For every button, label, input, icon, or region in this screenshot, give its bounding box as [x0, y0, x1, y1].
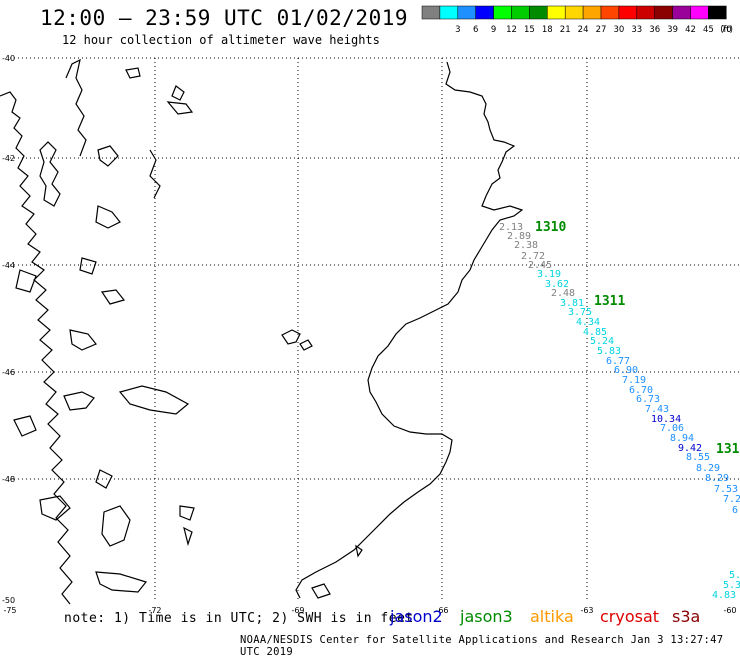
- wave-height-reading: 2.72: [521, 251, 545, 262]
- wave-height-reading: 6.70: [629, 385, 653, 396]
- longitude-label: -72: [148, 606, 161, 615]
- legend-unit-label: (ft): [720, 25, 733, 35]
- wave-height-reading: 6.77: [606, 356, 630, 367]
- legend-tick-label: 21: [560, 25, 571, 35]
- legend-tick-label: 15: [524, 25, 535, 35]
- altimeter-readings: 2.132.892.382.722.453.193.622.483.813.75…: [499, 222, 740, 601]
- chart-title: 12:00 – 23:59 UTC 01/02/2019: [40, 6, 409, 30]
- longitude-label: -60: [723, 606, 736, 615]
- wave-height-reading: 7.43: [645, 404, 669, 415]
- pass-time-label: 131: [716, 442, 740, 457]
- wave-height-reading: 6.90: [614, 365, 638, 376]
- wave-height-reading: 5.3: [723, 580, 740, 591]
- lat-lon-grid: [10, 57, 740, 600]
- wave-height-reading: 6.73: [636, 394, 660, 405]
- latitude-label: -40: [2, 54, 15, 63]
- legend-tick-label: 3: [455, 25, 460, 35]
- latitude-label: -48: [2, 475, 15, 484]
- longitude-label: -63: [580, 606, 593, 615]
- wave-height-reading: 5.24: [590, 336, 614, 347]
- wave-height-reading: 2.89: [507, 231, 531, 242]
- wave-height-reading: 2.13: [499, 222, 523, 233]
- legend-tick-label: 33: [631, 25, 642, 35]
- wave-height-reading: 8.94: [670, 433, 694, 444]
- coastline: [0, 58, 524, 605]
- legend-tick-label: 45: [703, 25, 714, 35]
- legend-tick-label: 42: [685, 25, 696, 35]
- latitude-label: -46: [2, 368, 15, 377]
- latitude-label: -42: [2, 154, 15, 163]
- wave-height-reading: 5.83: [597, 346, 621, 357]
- latitude-label: -44: [2, 261, 15, 270]
- longitude-label: -75: [3, 606, 16, 615]
- legend-tick-label: 39: [667, 25, 678, 35]
- wave-height-reading: 3.81: [560, 298, 584, 309]
- wave-height-reading: 10.34: [651, 414, 681, 425]
- legend-tick-label: 6: [473, 25, 478, 35]
- legend-tick-label: 24: [578, 25, 589, 35]
- footer-note: note: 1) Time is in UTC; 2) SWH is in fe…: [64, 611, 414, 626]
- legend-tick-label: 9: [491, 25, 496, 35]
- axis-labels: -75 -72 -69 -66 -63 -60 -40 -42 -44 -46 -48 -50: [2, 54, 737, 615]
- wave-height-reading: 8.29: [696, 463, 720, 474]
- wave-height-reading: 7.06: [660, 423, 684, 434]
- satellite-jason2-label: jason2: [390, 607, 443, 626]
- latitude-label: -50: [2, 596, 15, 605]
- wave-height-reading: 5.: [729, 570, 740, 581]
- wave-height-reading: 4.34: [576, 317, 600, 328]
- satellite-s3a-label: s3a: [672, 607, 701, 626]
- wave-height-reading: 4.85: [583, 327, 607, 338]
- legend-tick-label: 70: [721, 25, 732, 35]
- wave-height-reading: 3.75: [568, 307, 592, 318]
- wave-height-reading: 7.2: [723, 494, 740, 505]
- legend-tick-label: 18: [542, 25, 553, 35]
- satellite-jason3-label: jason3: [460, 607, 513, 626]
- pass-time-label: 1311: [594, 294, 625, 309]
- satellite-cryosat-label: cryosat: [600, 607, 660, 626]
- longitude-label: -69: [291, 606, 304, 615]
- pass-time-labels: 1310 1311 131: [535, 220, 740, 457]
- footer-credit: NOAA/NESDIS Center for Satellite Applica…: [240, 634, 724, 658]
- wave-height-reading: 8.55: [686, 452, 710, 463]
- legend-tick-label: 12: [506, 25, 517, 35]
- wave-height-reading: 7.53: [714, 484, 738, 495]
- wave-height-reading: 3.62: [545, 279, 569, 290]
- legend-swatch: [708, 5, 727, 20]
- legend-tick-label: 27: [596, 25, 607, 35]
- legend-tick-label: 30: [613, 25, 624, 35]
- wave-height-reading: 2.45: [528, 260, 552, 271]
- wave-height-reading: 7.19: [622, 375, 646, 386]
- wave-height-reading: 9.42: [678, 443, 702, 454]
- wave-height-reading: 8.29: [705, 473, 729, 484]
- wave-height-color-legend: 3 6 9 12 15 18 21 24 27 30 33 36 39 42 45 70(ft): [421, 5, 733, 35]
- chart-subtitle: 12 hour collection of altimeter wave hei…: [62, 33, 380, 47]
- pass-time-label: 1310: [535, 220, 566, 235]
- longitude-label: -66: [435, 606, 448, 615]
- satellite-altika-label: altika: [530, 607, 574, 626]
- legend-tick-label: 36: [649, 25, 660, 35]
- wave-height-reading: 2.38: [514, 240, 538, 251]
- wave-height-reading: 6: [732, 505, 738, 516]
- wave-height-reading: 4.83: [712, 590, 736, 601]
- wave-height-reading: 2.48: [551, 288, 575, 299]
- wave-height-reading: 3.19: [537, 269, 561, 280]
